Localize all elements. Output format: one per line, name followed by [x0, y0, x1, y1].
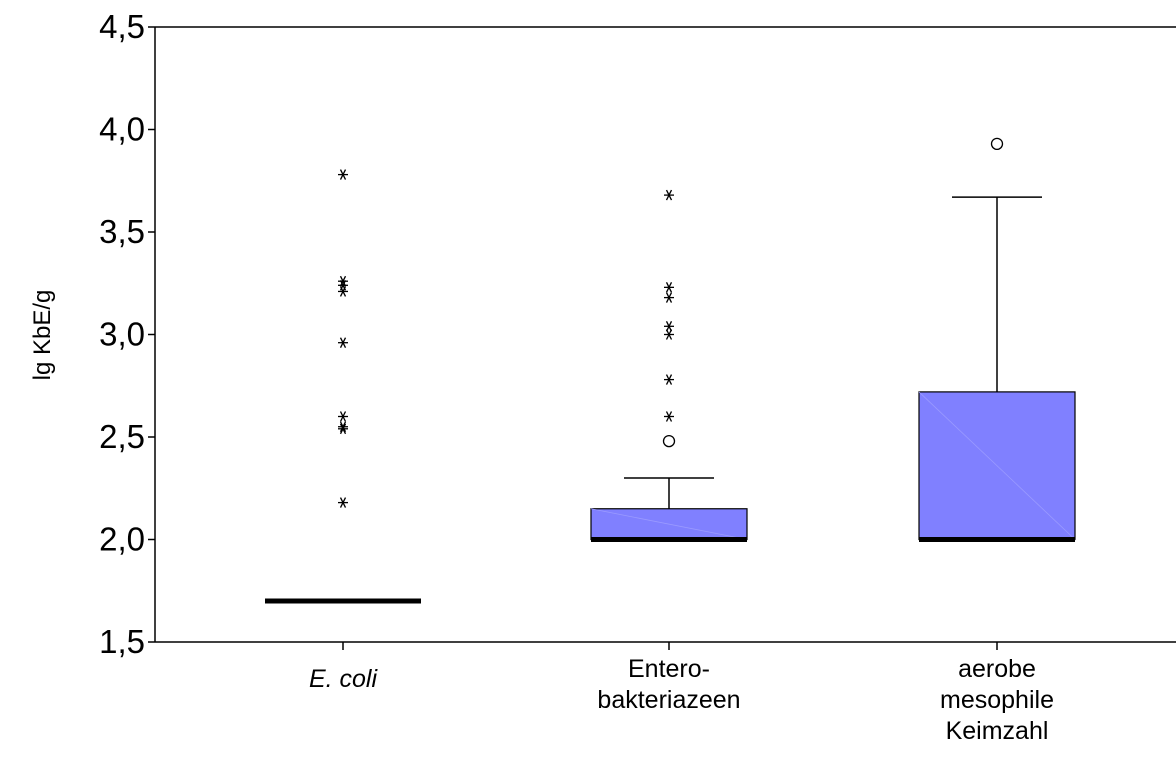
x-tick-label: bakteriazeen	[597, 686, 740, 714]
extreme-point	[664, 411, 674, 422]
x-tick-label: Entero-	[628, 655, 710, 683]
extreme-stroke	[665, 292, 673, 303]
y-tick-label: 2,0	[99, 521, 145, 558]
y-tick-label: 2,5	[99, 418, 145, 455]
extreme-point	[338, 421, 348, 433]
extreme-stroke	[339, 169, 347, 180]
extreme-point	[338, 275, 348, 287]
extreme-point	[338, 286, 348, 297]
y-axis-label: lg KbE/g	[29, 290, 56, 381]
extreme-point	[664, 374, 674, 385]
box-diagonal	[590, 508, 748, 540]
outlier-point	[662, 434, 676, 448]
y-tick-label: 3,5	[99, 213, 145, 250]
extreme-stroke	[339, 286, 347, 297]
extreme-point	[664, 329, 674, 340]
extreme-stroke	[665, 411, 673, 422]
extreme-stroke	[339, 411, 347, 422]
extreme-point	[338, 423, 348, 435]
y-tick-label: 3,0	[99, 316, 145, 353]
extreme-stroke	[339, 497, 347, 508]
extreme-point	[664, 292, 674, 303]
median-line	[591, 537, 747, 542]
extreme-stroke	[665, 321, 673, 332]
extreme-stroke	[665, 189, 673, 201]
extreme-stroke	[339, 337, 347, 348]
extreme-point	[664, 189, 674, 201]
extreme-stroke	[339, 423, 347, 435]
extreme-stroke	[665, 374, 673, 385]
extreme-stroke	[665, 282, 673, 293]
extreme-point	[338, 337, 348, 348]
y-tick-label: 4,5	[99, 8, 145, 45]
y-tick-label: 1,5	[99, 623, 145, 660]
extreme-point	[338, 497, 348, 508]
extreme-stroke	[339, 275, 347, 287]
x-tick-label: Keimzahl	[946, 717, 1049, 745]
x-tick-label: mesophile	[940, 686, 1054, 714]
y-tick-label: 4,0	[99, 111, 145, 148]
median-line	[265, 598, 421, 604]
x-tick-label: E. coli	[309, 665, 379, 693]
extreme-stroke	[665, 329, 673, 340]
box-diagonal	[918, 391, 1076, 540]
extreme-point	[338, 169, 348, 180]
extreme-point	[664, 282, 674, 293]
extreme-point	[338, 411, 348, 422]
x-tick-label: aerobe	[958, 655, 1036, 683]
extreme-stroke	[339, 421, 347, 433]
extreme-point	[664, 321, 674, 332]
median-line	[919, 537, 1075, 542]
outlier-point	[990, 137, 1004, 151]
